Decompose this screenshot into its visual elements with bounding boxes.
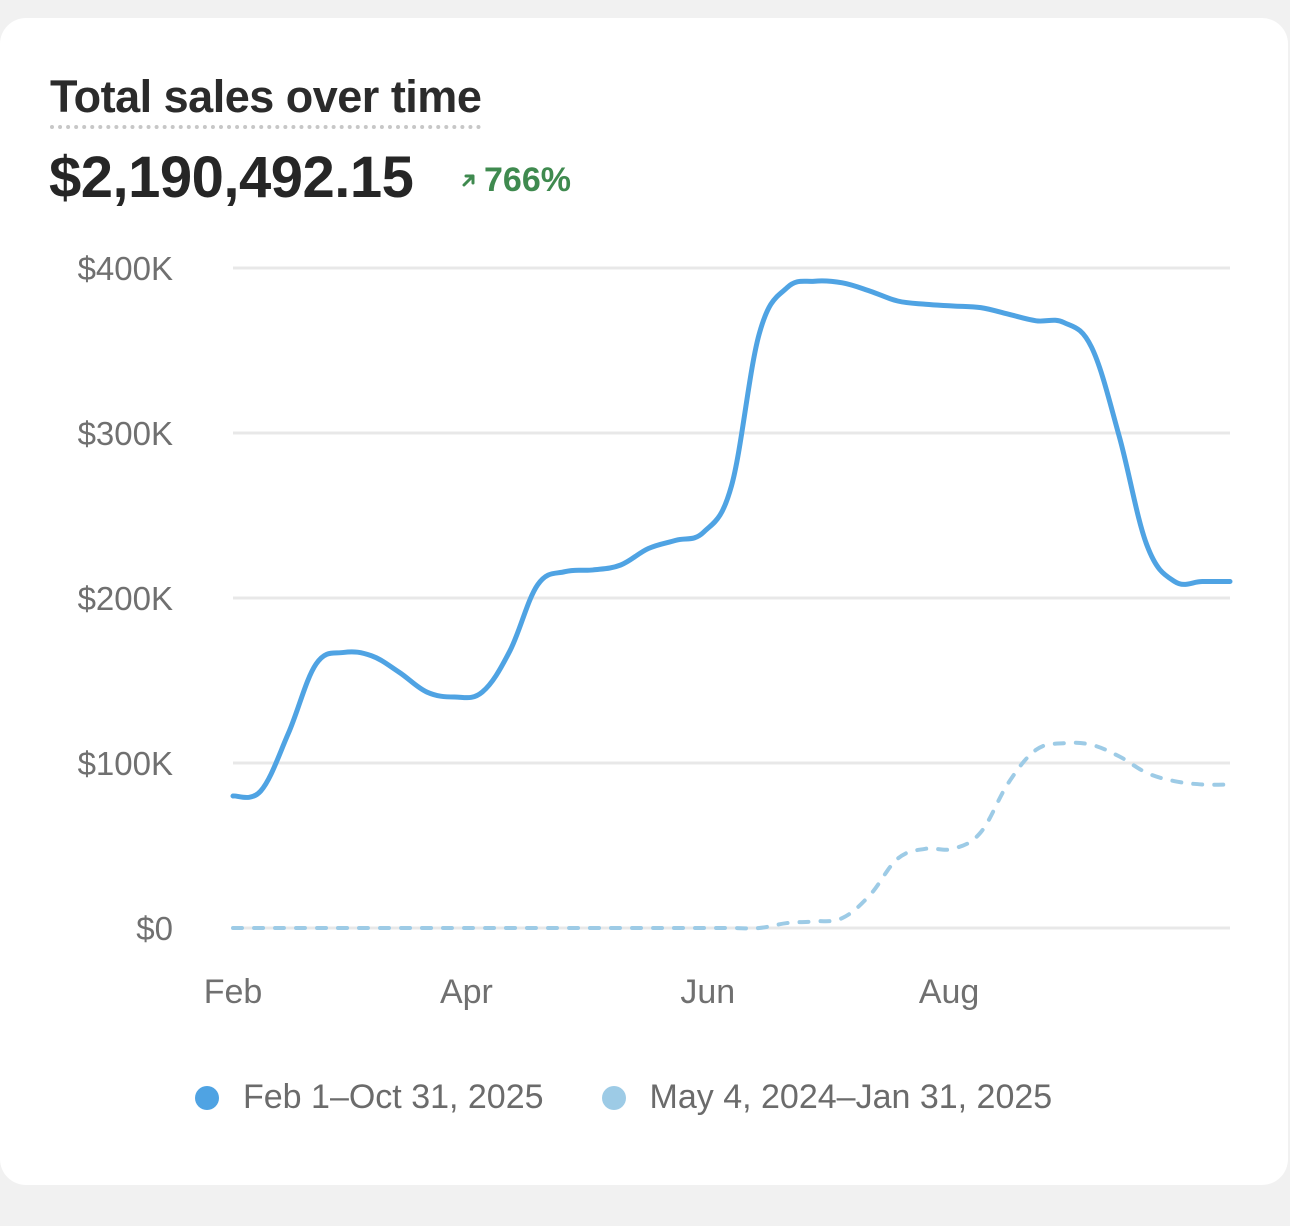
legend-swatch-current [195,1085,219,1110]
x-axis-ticks: Feb Apr Jun Aug [204,973,980,1011]
y-tick-label: $200K [78,580,173,617]
change-badge: 766% [460,160,571,200]
series-lines [230,278,1233,931]
y-axis-ticks: $0 $100K $200K $300K $400K [78,250,173,947]
y-tick-label: $0 [136,910,173,947]
chart-legend: Feb 1–Oct 31, 2025 May 4, 2024–Jan 31, 2… [195,1078,1110,1117]
legend-swatch-previous [601,1085,626,1110]
series-line-previous[interactable] [231,740,1232,931]
series-line-current[interactable] [230,278,1233,800]
y-tick-label: $400K [78,250,173,287]
legend-label-previous: May 4, 2024–Jan 31, 2025 [649,1078,1053,1116]
legend-label-current: Feb 1–Oct 31, 2025 [243,1078,544,1116]
x-tick-label: Feb [204,973,263,1011]
y-tick-label: $100K [78,745,173,782]
total-sales-value: $2,190,492.15 [49,145,414,210]
chart-title[interactable]: Total sales over time [50,72,482,129]
arrow-up-right-icon [460,171,478,189]
y-tick-label: $300K [78,415,173,452]
x-tick-label: Aug [919,973,980,1011]
sales-card [0,18,1288,1185]
sales-line-chart: $0 $100K $200K $300K $400K Feb Apr Jun Aug [78,250,1233,1011]
legend-item-previous[interactable]: May 4, 2024–Jan 31, 2025 [601,1078,1053,1117]
change-percent: 766% [484,161,571,199]
x-tick-label: Apr [440,973,493,1011]
legend-item-current[interactable]: Feb 1–Oct 31, 2025 [195,1078,544,1117]
grid-lines [233,266,1230,930]
x-tick-label: Jun [680,973,735,1011]
